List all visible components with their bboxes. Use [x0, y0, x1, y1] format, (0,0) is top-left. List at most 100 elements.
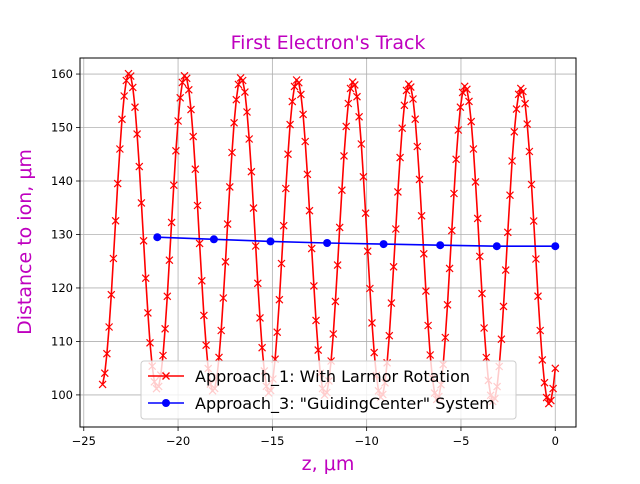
series-1-point: [251, 242, 260, 250]
series-1-point: [406, 83, 415, 92]
series-1-point: [245, 135, 254, 143]
series-1-point: [458, 88, 467, 97]
series-1-point: [370, 348, 379, 357]
x-tick-label: 0: [552, 434, 559, 448]
series-2-line: [157, 236, 556, 247]
series-1-point: [163, 292, 172, 301]
series-1-point: [105, 323, 114, 331]
series-1-point: [402, 86, 411, 95]
series-1-point: [415, 175, 424, 184]
series-1-point: [249, 204, 258, 213]
series-1-point: [279, 221, 288, 230]
series-1-point: [174, 117, 183, 125]
x-tick-label: −5: [452, 434, 469, 448]
series-1-point: [538, 355, 547, 364]
series-1-point: [361, 209, 370, 218]
series-1-point: [176, 93, 185, 102]
series-1-point: [331, 297, 340, 306]
y-tick-label: 150: [51, 121, 73, 135]
series-1-point: [102, 349, 111, 358]
legend-marker-series-1: [162, 372, 170, 380]
series-1-point: [499, 302, 508, 311]
x-axis-label: z, μm: [302, 453, 355, 475]
series-1-point: [247, 167, 256, 176]
series-1-point: [238, 76, 247, 85]
axis-ticks: −25 −20 −15 −10 −5 0 100 110 120 130 140 150 160: [51, 67, 559, 448]
series-1-point: [288, 97, 297, 106]
series-1-point: [329, 330, 338, 338]
series-1-point: [478, 289, 486, 298]
series-2-point: [436, 241, 445, 250]
series-1-point: [253, 279, 262, 288]
series-1-point: [100, 369, 109, 378]
x-tick-label: −25: [72, 434, 96, 448]
series-1-point: [301, 137, 310, 146]
series-1-point: [445, 264, 454, 273]
series-1-point: [482, 353, 491, 362]
series-1-point: [363, 247, 372, 256]
legend-marker-series-2: [162, 399, 170, 407]
series-1-point: [426, 351, 435, 359]
series-1-point: [167, 218, 176, 227]
series-1-point: [355, 112, 364, 121]
series-1-point: [195, 239, 204, 248]
series-1-point: [217, 326, 226, 335]
series-1-point: [409, 95, 417, 103]
series-1-point: [475, 252, 484, 261]
series-1-point: [333, 261, 342, 270]
series-1-point: [171, 146, 180, 155]
series-1-point: [411, 115, 420, 124]
series-1-point: [546, 396, 555, 405]
series-1-point: [337, 186, 346, 195]
series-1-point: [398, 124, 407, 133]
series-1-point: [161, 324, 170, 333]
y-tick-label: 110: [51, 334, 73, 348]
series-1-point: [365, 284, 374, 293]
y-axis-label: Distance to ion, μm: [14, 149, 36, 335]
series-2-point: [379, 240, 388, 249]
series-1-point: [133, 130, 142, 139]
series-2-point: [492, 242, 501, 251]
legend: Approach_1: With Larmor Rotation Approac…: [140, 360, 517, 420]
series-1-point: [471, 177, 480, 186]
series-1-point: [353, 92, 361, 101]
series-1-point: [359, 172, 368, 181]
series-1-point: [159, 351, 167, 360]
series-1-point: [141, 274, 150, 283]
series-1-point: [98, 380, 107, 389]
series-1-point: [391, 225, 400, 233]
series-1-point: [281, 184, 290, 193]
series-1-point: [441, 333, 450, 342]
series-1-point: [286, 120, 295, 129]
series-1-point: [503, 228, 512, 237]
series-1-point: [309, 281, 318, 290]
series-2-point: [323, 239, 332, 247]
y-tick-label: 140: [51, 174, 73, 188]
series-1-point: [462, 85, 471, 94]
series-1-point: [419, 249, 428, 258]
series-1-point: [536, 326, 545, 335]
y-tick-label: 160: [51, 67, 73, 81]
series-2-point: [551, 242, 560, 251]
series-1-point: [219, 294, 228, 302]
series-1-point: [120, 92, 129, 100]
series-1-point: [230, 118, 239, 127]
series-1-point: [531, 255, 540, 263]
series-1-point: [113, 179, 122, 188]
series-1-point: [223, 220, 232, 229]
series-2-point: [209, 235, 218, 244]
series-1-point: [187, 105, 195, 114]
y-tick-label: 120: [51, 281, 73, 295]
series-1-point: [549, 384, 558, 393]
series-1-point: [305, 206, 314, 215]
series-1-point: [131, 103, 139, 112]
series-1-point: [456, 103, 465, 112]
series-1-point: [534, 292, 542, 301]
series-1-point: [240, 88, 249, 97]
series-1-point: [307, 244, 316, 253]
series-1-point: [421, 287, 430, 296]
series-1-point: [284, 150, 292, 159]
series-1-point: [199, 311, 208, 320]
series-1-point: [139, 236, 148, 245]
